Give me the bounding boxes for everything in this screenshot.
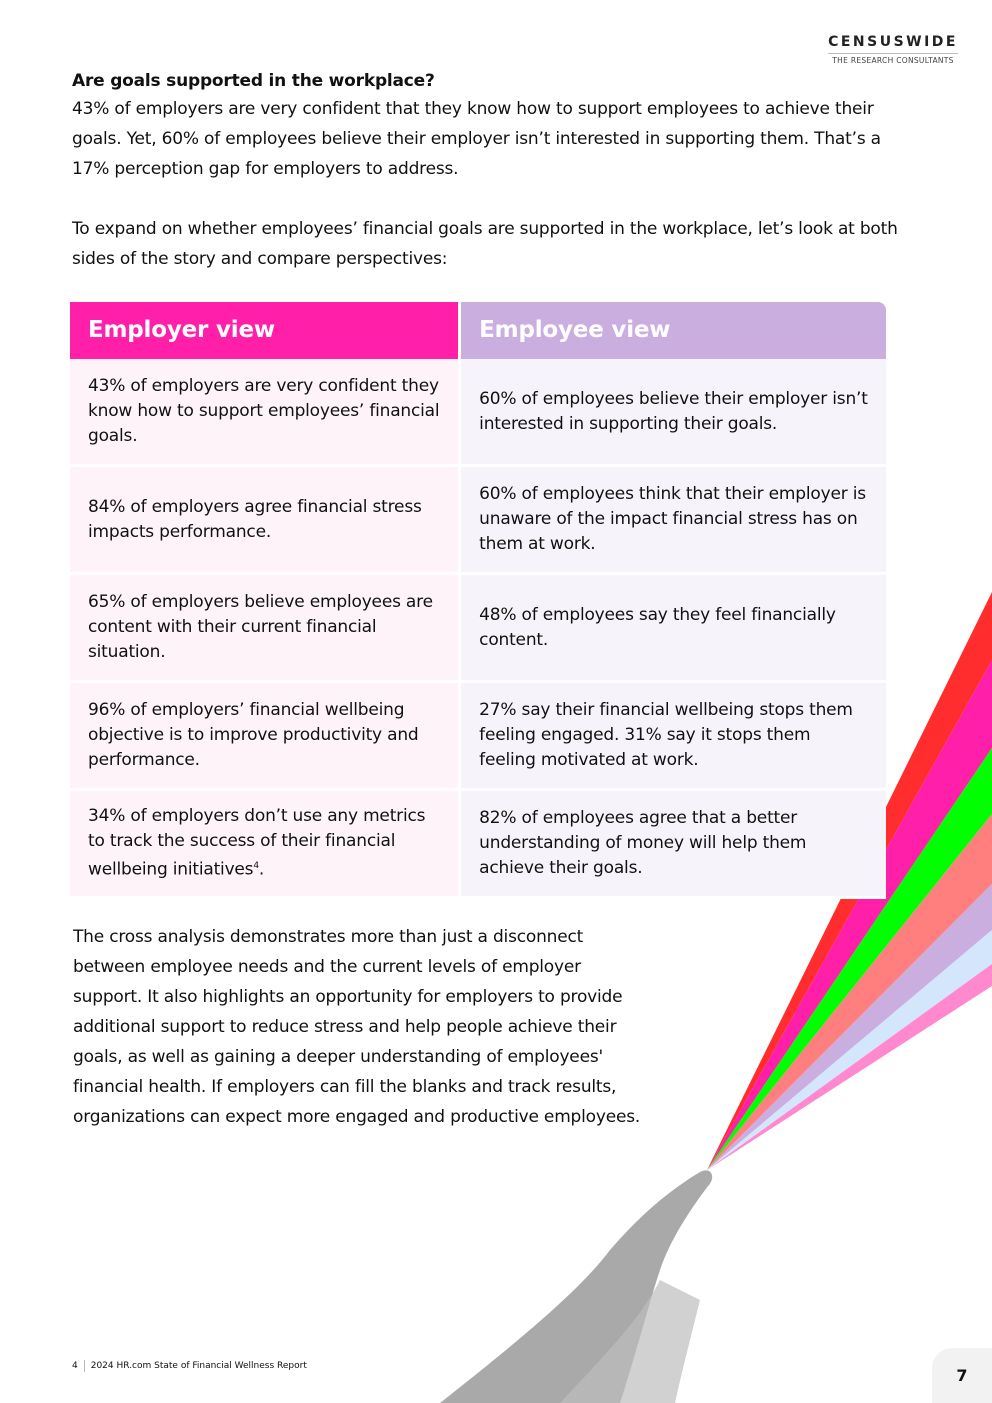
censuswide-logo: CENSUSWIDE THE RESEARCH CONSULTANTS <box>828 34 958 65</box>
pointing-hand-image <box>440 1170 713 1403</box>
employer-cell: 43% of employers are very confident they… <box>70 359 459 467</box>
footer-divider <box>83 1360 85 1372</box>
rainbow-ray <box>707 884 992 1170</box>
rainbow-ray <box>707 748 992 1170</box>
employee-cell: 82% of employees agree that a better und… <box>461 791 886 899</box>
rainbow-ray <box>707 930 992 1170</box>
employer-view-header: Employer view <box>70 302 459 359</box>
employee-cell: 27% say their financial wellbeing stops … <box>461 683 886 791</box>
footnote-marker[interactable]: 4 <box>253 861 259 872</box>
page-number: 7 <box>932 1348 992 1403</box>
rainbow-ray <box>707 660 992 1170</box>
logo-tagline: THE RESEARCH CONSULTANTS <box>832 56 954 65</box>
employee-cell: 60% of employees believe their employer … <box>461 359 886 467</box>
footer-title: 2024 HR.com State of Financial Wellness … <box>90 1361 307 1371</box>
employer-cell: 65% of employers believe employees are c… <box>70 575 459 683</box>
table-row: 34% of employers don’t use any metrics t… <box>70 791 886 899</box>
employee-cell: 60% of employees think that their employ… <box>461 467 886 575</box>
table-row: 43% of employers are very confident they… <box>70 359 886 467</box>
employer-cell: 96% of employers’ financial wellbeing ob… <box>70 683 459 791</box>
footer: 4 2024 HR.com State of Financial Wellnes… <box>72 1360 307 1372</box>
section-heading: Are goals supported in the workplace? <box>72 71 435 91</box>
intro-paragraph: 43% of employers are very confident that… <box>72 99 881 179</box>
employer-cell: 84% of employers agree financial stress … <box>70 467 459 575</box>
rainbow-ray <box>707 814 992 1170</box>
employer-cell: 34% of employers don’t use any metrics t… <box>70 791 459 899</box>
logo-name: CENSUSWIDE <box>828 34 958 50</box>
table-row: 96% of employers’ financial wellbeing ob… <box>70 683 886 791</box>
logo-divider <box>828 53 958 54</box>
intro-paragraph: To expand on whether employees’ financia… <box>72 219 898 269</box>
employee-view-header: Employee view <box>461 302 886 359</box>
table-row: 84% of employers agree financial stress … <box>70 467 886 575</box>
page-number-text: 7 <box>956 1366 968 1385</box>
intro-section: Are goals supported in the workplace? 43… <box>72 68 912 274</box>
rainbow-ray <box>707 964 992 1170</box>
footer-chapter: 4 <box>72 1361 78 1371</box>
employee-cell: 48% of employees say they feel financial… <box>461 575 886 683</box>
table-row: 65% of employers believe employees are c… <box>70 575 886 683</box>
comparison-table: Employer view Employee view 43% of emplo… <box>67 302 889 899</box>
conclusion-paragraph: The cross analysis demonstrates more tha… <box>73 927 641 1127</box>
cell-text: 34% of employers don’t use any metrics t… <box>88 806 426 880</box>
